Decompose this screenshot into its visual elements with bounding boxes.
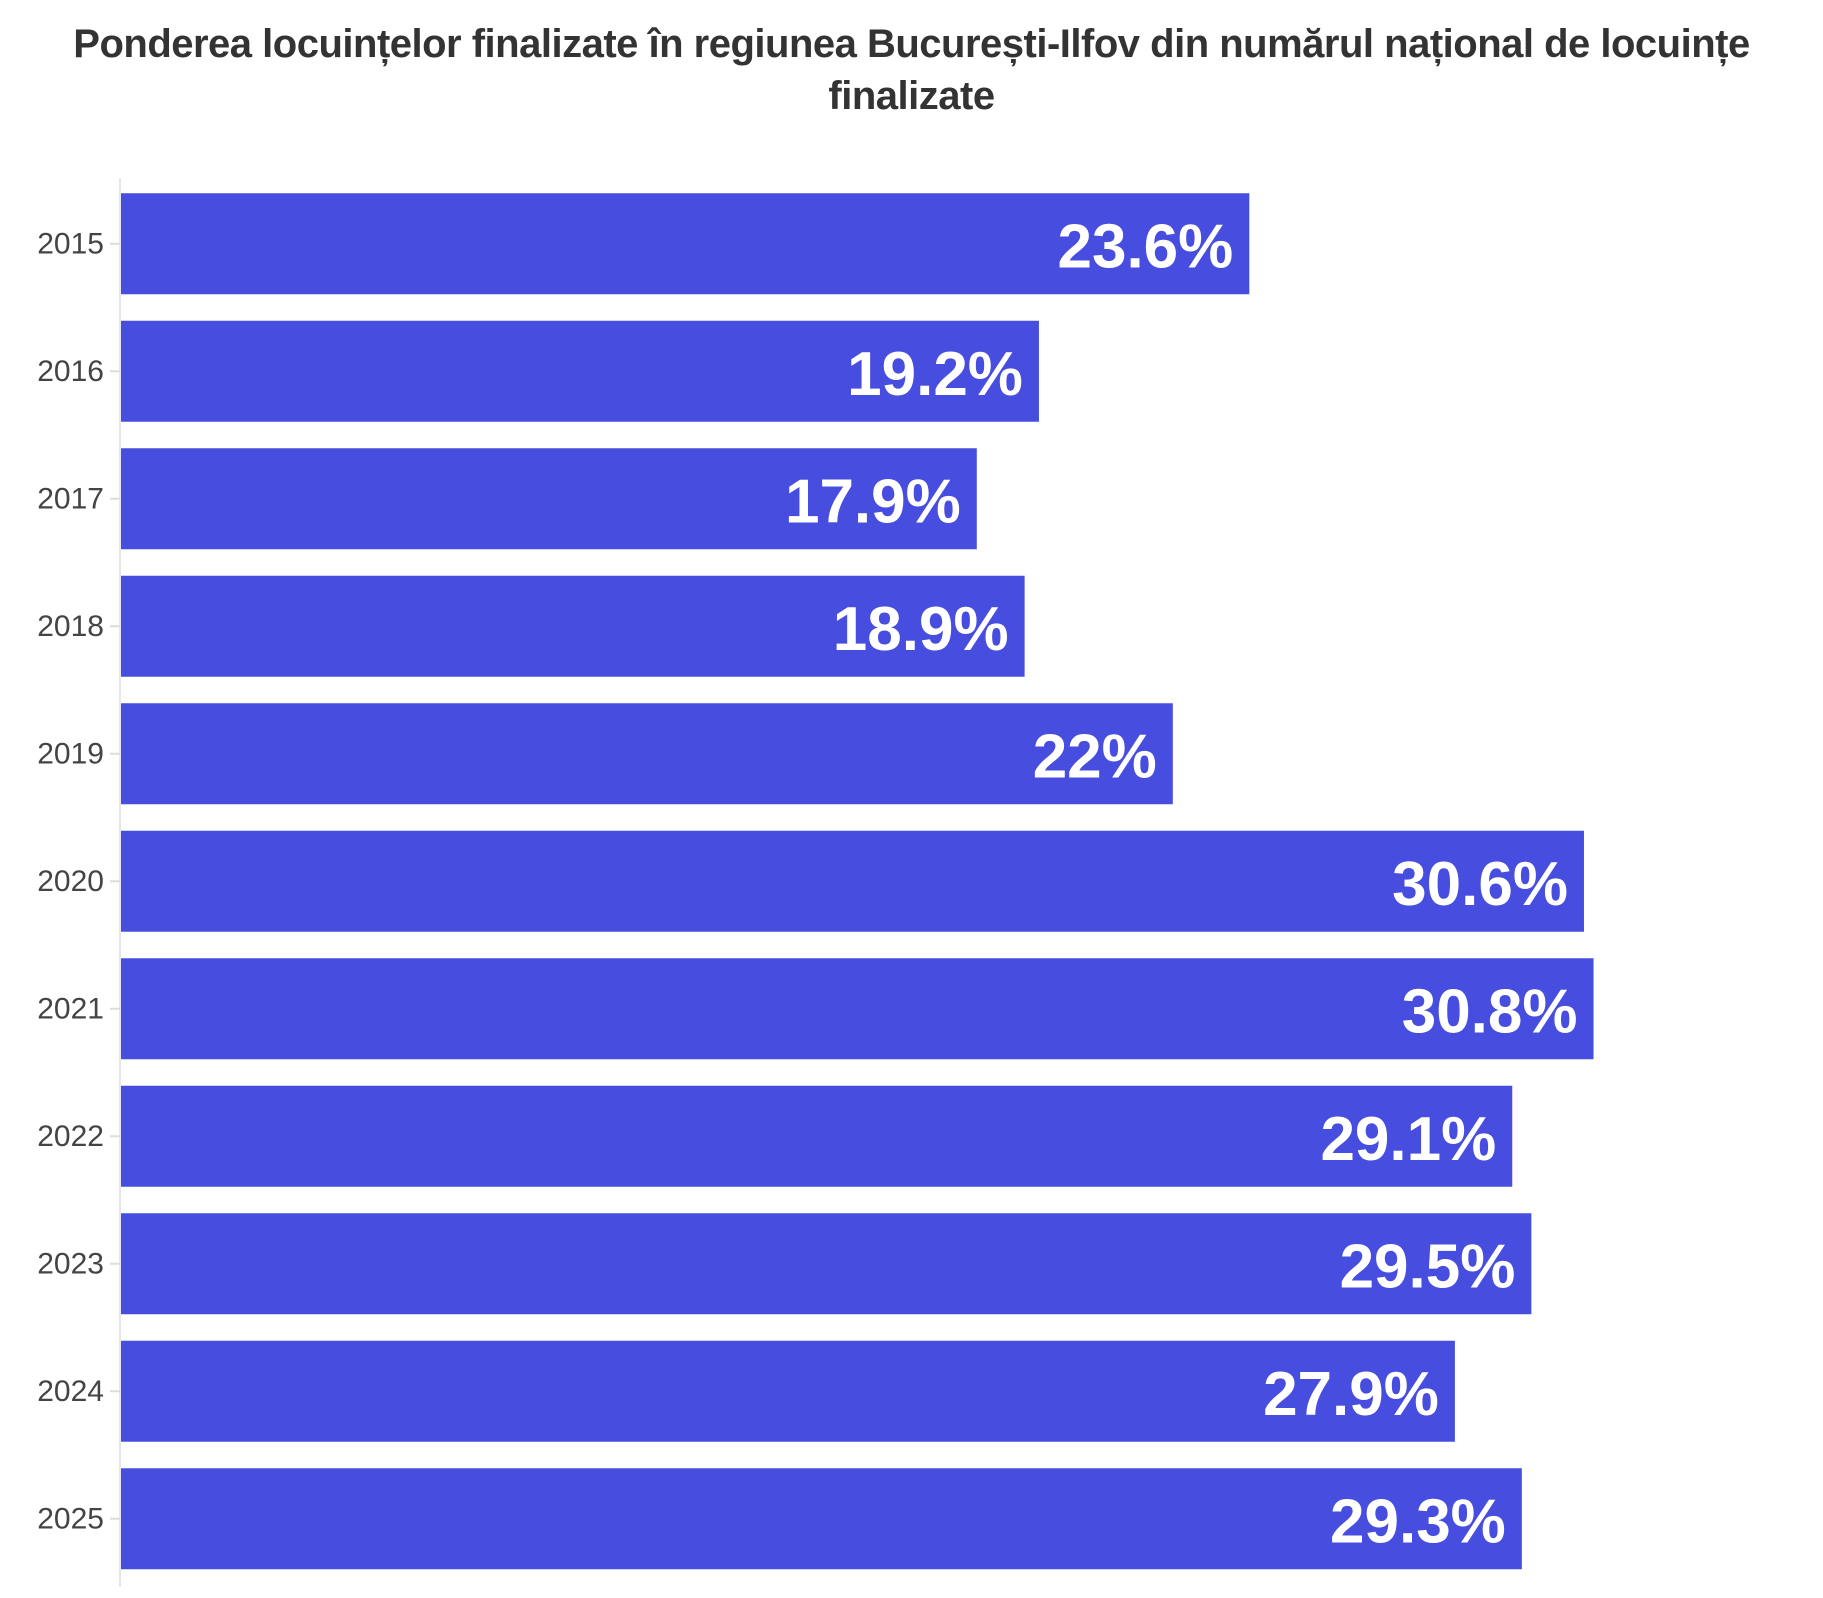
bar-2024 (121, 1340, 1455, 1442)
bar-2021 (121, 958, 1594, 1060)
bar-2019 (121, 703, 1173, 805)
y-tick-label-2021: 2021 (37, 992, 104, 1025)
data-label-2023: 29.5% (1340, 1232, 1516, 1301)
data-label-2015: 23.6% (1057, 212, 1233, 281)
data-label-2020: 30.6% (1392, 850, 1568, 919)
bar-2015 (121, 193, 1250, 295)
bars-layer (110, 193, 1594, 1570)
chart-title-text: Ponderea locuințelor finalizate în regiu… (73, 22, 1750, 118)
labels-layer: 2015 23.6% 2016 19.2% 2017 17.9% 2018 18.9% 2019… (37, 212, 1577, 1556)
data-label-2022: 29.1% (1320, 1105, 1496, 1174)
data-label-2018: 18.9% (833, 595, 1009, 664)
y-tick-label-2019: 2019 (37, 737, 104, 770)
bar-2017 (121, 448, 977, 550)
data-label-2019: 22% (1033, 722, 1157, 791)
bar-2025 (121, 1468, 1522, 1570)
data-label-2016: 19.2% (847, 340, 1023, 409)
bar-2016 (121, 320, 1039, 422)
bar-2022 (121, 1085, 1513, 1187)
data-label-2017: 17.9% (785, 467, 961, 536)
y-tick-label-2025: 2025 (37, 1502, 104, 1535)
chart-title: Ponderea locuințelor finalizate în regiu… (0, 18, 1823, 122)
y-tick-label-2022: 2022 (37, 1120, 104, 1153)
data-label-2024: 27.9% (1263, 1360, 1439, 1429)
y-tick-label-2017: 2017 (37, 482, 104, 515)
y-tick-label-2023: 2023 (37, 1247, 104, 1280)
bar-2018 (121, 575, 1025, 677)
bar-2020 (121, 830, 1584, 932)
bar-2023 (121, 1213, 1532, 1315)
y-tick-label-2015: 2015 (37, 227, 104, 260)
y-tick-label-2020: 2020 (37, 865, 104, 898)
y-tick-label-2018: 2018 (37, 610, 104, 643)
data-label-2025: 29.3% (1330, 1487, 1506, 1556)
data-label-2021: 30.8% (1402, 977, 1578, 1046)
y-tick-label-2016: 2016 (37, 355, 104, 388)
y-tick-label-2024: 2024 (37, 1375, 104, 1408)
